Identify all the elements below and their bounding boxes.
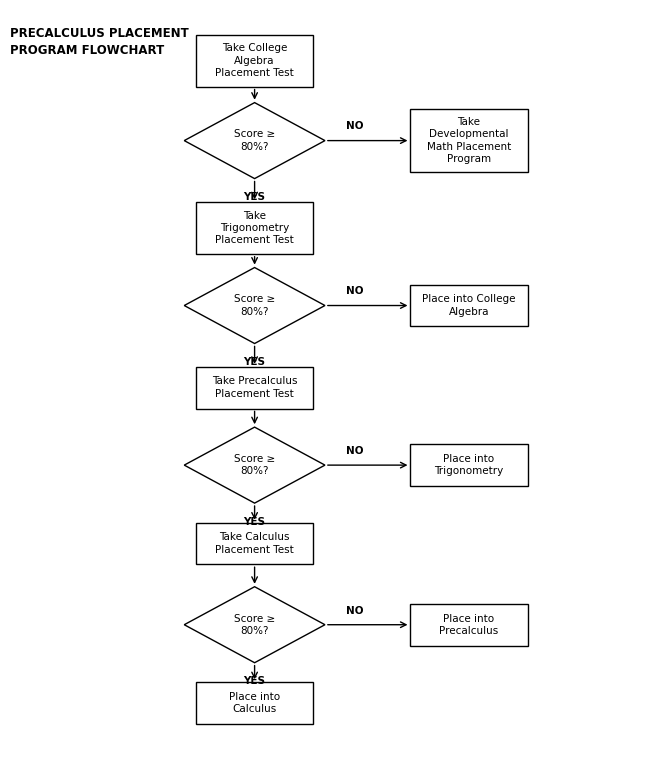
Polygon shape (184, 427, 325, 503)
FancyBboxPatch shape (196, 202, 313, 254)
FancyBboxPatch shape (196, 35, 313, 87)
Text: Place into
Calculus: Place into Calculus (229, 692, 280, 714)
FancyBboxPatch shape (410, 109, 527, 172)
Text: NO: NO (346, 446, 363, 456)
Polygon shape (184, 587, 325, 663)
Text: YES: YES (244, 517, 265, 527)
Text: Score ≥
80%?: Score ≥ 80%? (234, 613, 275, 636)
Text: Score ≥
80%?: Score ≥ 80%? (234, 129, 275, 152)
Text: Take
Developmental
Math Placement
Program: Take Developmental Math Placement Progra… (427, 117, 511, 164)
Text: Take Calculus
Placement Test: Take Calculus Placement Test (215, 532, 294, 555)
Text: YES: YES (244, 357, 265, 367)
FancyBboxPatch shape (196, 367, 313, 409)
Text: Score ≥
80%?: Score ≥ 80%? (234, 454, 275, 477)
Text: PRECALCULUS PLACEMENT
PROGRAM FLOWCHART: PRECALCULUS PLACEMENT PROGRAM FLOWCHART (10, 27, 189, 56)
Text: Take Precalculus
Placement Test: Take Precalculus Placement Test (212, 376, 297, 399)
Text: YES: YES (244, 676, 265, 686)
Text: YES: YES (244, 192, 265, 202)
Polygon shape (184, 103, 325, 179)
Text: Place into
Trigonometry: Place into Trigonometry (434, 454, 504, 477)
FancyBboxPatch shape (196, 523, 313, 564)
Text: Score ≥
80%?: Score ≥ 80%? (234, 294, 275, 317)
Text: NO: NO (346, 287, 363, 296)
FancyBboxPatch shape (196, 682, 313, 724)
Text: NO: NO (346, 606, 363, 616)
Text: NO: NO (346, 122, 363, 131)
Polygon shape (184, 268, 325, 344)
FancyBboxPatch shape (410, 444, 527, 486)
Text: Place into College
Algebra: Place into College Algebra (422, 294, 516, 317)
Text: Take College
Algebra
Placement Test: Take College Algebra Placement Test (215, 43, 294, 78)
FancyBboxPatch shape (410, 603, 527, 646)
Text: Take
Trigonometry
Placement Test: Take Trigonometry Placement Test (215, 211, 294, 245)
Text: Place into
Precalculus: Place into Precalculus (440, 613, 498, 636)
FancyBboxPatch shape (410, 284, 527, 327)
